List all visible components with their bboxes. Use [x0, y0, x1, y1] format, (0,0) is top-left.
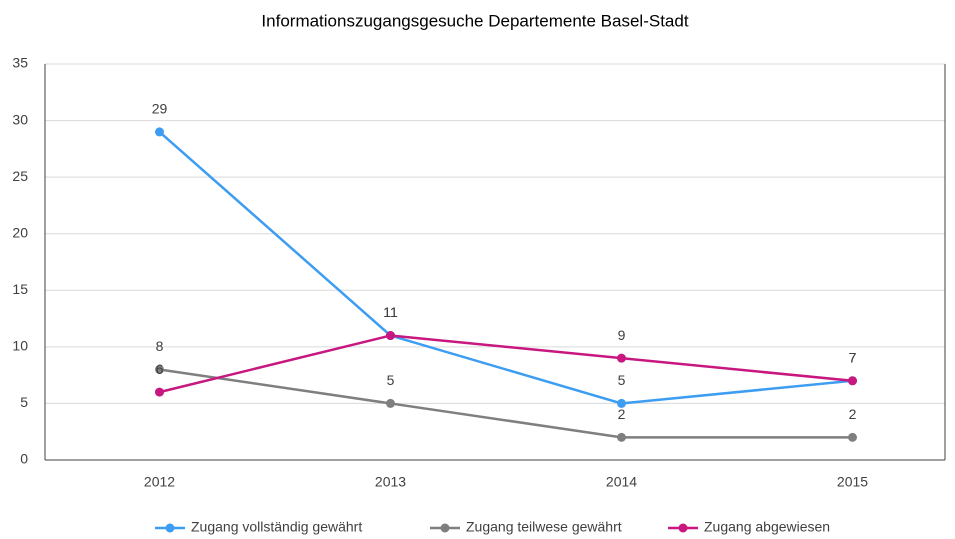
data-point	[848, 432, 857, 442]
data-point	[617, 432, 626, 442]
data-label: 2	[849, 406, 857, 422]
data-label: 7	[849, 350, 857, 366]
series-line	[159, 368, 853, 439]
data-label: 2	[618, 406, 626, 422]
data-label: 9	[618, 327, 626, 343]
data-point	[155, 127, 164, 137]
legend-label: Zugang abgewiesen	[704, 519, 830, 535]
x-tick-label: 2014	[606, 474, 637, 490]
y-tick-label: 35	[12, 55, 28, 71]
data-point	[617, 398, 626, 408]
y-tick-label: 25	[12, 168, 28, 184]
data-label: 7	[849, 350, 857, 366]
x-tick-label: 2013	[375, 474, 406, 490]
data-point	[848, 376, 857, 386]
y-tick-label: 30	[12, 111, 28, 127]
chart-title: Informationszugangsgesuche Departemente …	[261, 11, 688, 30]
data-label: 8	[156, 338, 164, 354]
legend-marker	[440, 523, 450, 533]
data-point	[155, 387, 164, 397]
x-tick-label: 2012	[144, 474, 175, 490]
y-tick-label: 10	[12, 338, 28, 354]
data-label: 11	[383, 304, 398, 320]
data-label: 6	[156, 361, 164, 377]
x-tick-label: 2015	[837, 474, 868, 490]
legend-marker	[678, 523, 688, 533]
data-point	[386, 398, 395, 408]
y-tick-label: 5	[20, 394, 28, 410]
data-point	[386, 331, 395, 341]
y-tick-label: 0	[20, 451, 28, 467]
legend-label: Zugang vollständig gewährt	[191, 519, 362, 535]
legend-label: Zugang teilwese gewährt	[466, 519, 622, 535]
legend-marker	[165, 523, 175, 533]
data-label: 5	[618, 372, 626, 388]
series-line	[159, 334, 853, 394]
data-label: 5	[387, 372, 395, 388]
data-point	[617, 353, 626, 363]
y-tick-label: 15	[12, 281, 28, 297]
series-line	[158, 130, 853, 405]
data-label: 11	[383, 304, 398, 320]
data-label: 29	[152, 101, 168, 117]
data-point	[155, 364, 164, 374]
y-tick-label: 20	[12, 224, 28, 240]
